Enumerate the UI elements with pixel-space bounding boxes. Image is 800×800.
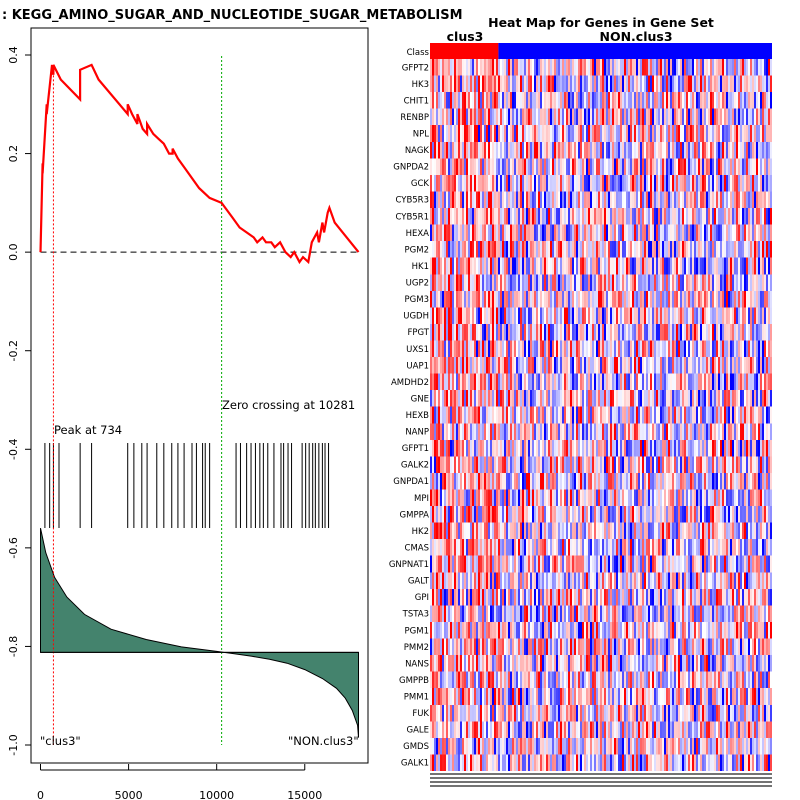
- ranked-metric-area: [40, 527, 359, 738]
- gene-label: PMM1: [404, 692, 429, 702]
- gene-label: RENBP: [400, 113, 429, 123]
- gene-label: NANP: [405, 428, 429, 438]
- gene-label: HEXA: [406, 229, 430, 239]
- class-bar-clus3: [430, 43, 499, 59]
- gene-label: UAP1: [406, 361, 429, 371]
- class-name-clus3: clus3: [447, 29, 484, 44]
- gene-label: HEXB: [406, 411, 430, 421]
- gene-label: CYB5R1: [395, 212, 429, 222]
- gene-label: CMAS: [405, 543, 429, 553]
- y-tick-label: 0.0: [7, 243, 20, 261]
- peak-label: Peak at 734: [54, 423, 122, 437]
- heatmap-title: Heat Map for Genes in Gene Set: [488, 15, 714, 30]
- gene-label: PGM2: [405, 245, 429, 255]
- annotation-clus3: "clus3": [40, 734, 81, 748]
- sample-label-strip: [430, 773, 772, 775]
- y-tick-label: -1.0: [7, 734, 20, 755]
- gene-label: GFPT1: [402, 444, 429, 454]
- gene-label: PGM3: [405, 295, 429, 305]
- gene-label: HK3: [412, 80, 429, 90]
- gene-label: NPL: [413, 130, 429, 140]
- sample-labels: [430, 773, 772, 787]
- running-es-line: [39, 63, 360, 265]
- gene-label: MPI: [414, 494, 429, 504]
- gene-label: GMDS: [403, 742, 429, 752]
- enrichment-plot-title: : KEGG_AMINO_SUGAR_AND_NUCLEOTIDE_SUGAR_…: [2, 8, 463, 23]
- zero-crossing-label: Zero crossing at 10281: [222, 398, 355, 412]
- x-tick-label: 15000: [287, 789, 322, 800]
- gene-label: UGDH: [403, 312, 429, 322]
- gene-label: UXS1: [406, 345, 429, 355]
- y-tick-label: 0.4: [7, 46, 20, 64]
- y-tick-label: -0.4: [7, 439, 20, 460]
- gene-label: NANS: [405, 659, 429, 669]
- heatmap-panel: Heat Map for Genes in Gene Set clus3 NON…: [389, 15, 772, 787]
- gene-label: GFPT2: [402, 63, 429, 73]
- gene-label: CYB5R3: [395, 196, 429, 206]
- gene-label: GMPPA: [400, 510, 430, 520]
- sample-label-strip: [430, 781, 772, 783]
- gene-label: AMDHD2: [391, 378, 429, 388]
- hit-markers: [44, 443, 330, 528]
- gene-label: PMM2: [404, 643, 429, 653]
- gene-label: HK2: [412, 527, 429, 537]
- heatmap-cells: [430, 59, 772, 771]
- gene-label: GALK1: [401, 759, 429, 769]
- gene-label: CHIT1: [404, 96, 429, 106]
- gene-label: GNPDA1: [393, 477, 429, 487]
- x-tick-label: 0: [37, 789, 44, 800]
- sample-label-strip: [430, 785, 772, 787]
- annotation-non-clus3: "NON.clus3": [288, 734, 359, 748]
- y-tick-label: 0.2: [7, 145, 20, 163]
- gene-label: GNPDA2: [393, 163, 429, 173]
- gene-label: GALT: [408, 577, 430, 587]
- gene-label: FUK: [412, 709, 429, 719]
- gene-labels: GFPT2 HK3 CHIT1 RENBP NPL NAGK GNPDA2 GCK CYB5R3…: [389, 63, 430, 768]
- gene-label: GALE: [406, 726, 429, 736]
- enrichment-plot: : KEGG_AMINO_SUGAR_AND_NUCLEOTIDE_SUGAR_…: [2, 8, 463, 800]
- y-tick-label: -0.6: [7, 537, 20, 558]
- gene-label: TSTA3: [402, 610, 429, 620]
- class-row-label: Class: [407, 48, 430, 58]
- x-tick-label: 10000: [199, 789, 234, 800]
- gene-label: NAGK: [405, 146, 430, 156]
- y-tick-label: -0.8: [7, 636, 20, 657]
- gene-label: GPI: [415, 593, 429, 603]
- sample-label-strip: [430, 777, 772, 779]
- gene-label: GNPNAT1: [389, 560, 429, 570]
- gene-label: GMPPB: [399, 676, 429, 686]
- x-axis: 0 5000 10000 15000: [37, 764, 322, 800]
- gene-label: GCK: [411, 179, 430, 189]
- x-tick-label: 5000: [115, 789, 143, 800]
- heatmap-image: [430, 59, 772, 771]
- class-name-non-clus3: NON.clus3: [599, 29, 672, 44]
- class-bar-non-clus3: [498, 43, 772, 59]
- y-axis: 0.4 0.2 0.0 -0.2 -0.4 -0.6 -0.8 -1.0: [7, 46, 32, 756]
- gene-label: FPGT: [408, 328, 430, 338]
- gene-label: UGP2: [406, 279, 429, 289]
- gene-label: GNE: [411, 394, 429, 404]
- y-tick-label: -0.2: [7, 340, 20, 361]
- gene-label: PGM1: [405, 626, 429, 636]
- gene-label: HK1: [412, 262, 429, 272]
- gene-label: GALK2: [401, 461, 429, 471]
